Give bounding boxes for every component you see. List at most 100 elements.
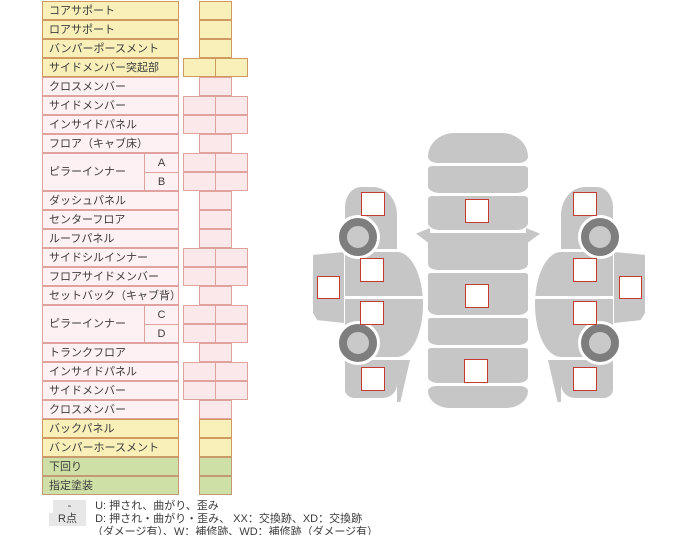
damage-grid-row [183, 20, 249, 39]
damage-entry-cell[interactable] [183, 362, 216, 381]
topview-roof-front-shape [428, 233, 528, 270]
damage-entry-cell[interactable] [215, 115, 248, 134]
damage-entry-cell[interactable] [199, 191, 232, 210]
rightview-divider-line [534, 296, 562, 299]
checkbox-right-sill-panel[interactable] [619, 276, 642, 299]
damage-entry-cell[interactable] [215, 96, 248, 115]
pillar-section-label: B [157, 176, 166, 188]
part-label: フロア（キャブ床） [49, 138, 148, 150]
part-label: クロスメンバー [49, 81, 126, 93]
checkbox-right-front-door[interactable] [573, 258, 597, 282]
damage-entry-cell[interactable] [215, 153, 248, 172]
damage-entry-cell[interactable] [199, 39, 232, 58]
checkbox-right-front-fender[interactable] [573, 192, 597, 216]
checkbox-left-sill-panel[interactable] [317, 276, 340, 299]
checkbox-right-rear-door[interactable] [573, 301, 597, 325]
part-row: サイドメンバー突起部 [42, 58, 179, 77]
rightview-roof-shape [535, 252, 562, 357]
damage-grid-row [183, 210, 249, 229]
damage-entry-cell[interactable] [183, 267, 216, 286]
checkbox-right-rear-fender[interactable] [573, 367, 597, 391]
legend-badge-dash: - [53, 499, 86, 513]
checkbox-topview-rear[interactable] [464, 359, 488, 383]
damage-entry-cell[interactable] [199, 457, 232, 476]
damage-entry-cell[interactable] [183, 153, 216, 172]
damage-entry-cell[interactable] [199, 286, 232, 305]
damage-entry-cell[interactable] [215, 305, 248, 324]
part-label: クロスメンバー [49, 404, 126, 416]
damage-grid-row [183, 362, 249, 381]
part-label: 下回り [49, 461, 82, 473]
damage-grid-row [183, 134, 249, 153]
checkbox-left-rear-fender[interactable] [361, 367, 385, 391]
damage-entry-cell[interactable] [183, 305, 216, 324]
wheel-left-front [339, 218, 377, 256]
damage-entry-cell[interactable] [183, 96, 216, 115]
checkbox-left-front-door[interactable] [360, 258, 384, 282]
damage-grid-row [183, 229, 249, 248]
legend-text-3: （ダメージ有）、W：補修跡、WD：補修跡（ダメージ有） [92, 526, 379, 535]
checkbox-left-front-fender[interactable] [361, 192, 385, 216]
damage-entry-cell[interactable] [215, 362, 248, 381]
damage-entry-cell[interactable] [199, 419, 232, 438]
damage-grid-row [183, 115, 249, 134]
damage-entry-cell[interactable] [199, 400, 232, 419]
damage-entry-cell[interactable] [199, 476, 232, 495]
part-row: サイドメンバー [42, 381, 179, 400]
damage-entry-cell[interactable] [215, 267, 248, 286]
damage-entry-cell[interactable] [199, 77, 232, 96]
damage-entry-cell[interactable] [215, 58, 248, 77]
legend-badge-rpoint: R点 [49, 512, 86, 526]
part-label: サイドシルインナー [49, 252, 148, 264]
part-row: 下回り [42, 457, 179, 476]
part-row: インサイドパネル [42, 115, 179, 134]
parts-label-column: コアサポート ロアサポート バンパーポースメント サイドメンバー突起部 クロスメンバーサ… [42, 1, 179, 495]
part-label: ロアサポート [49, 24, 115, 36]
damage-entry-cell[interactable] [183, 115, 216, 134]
damage-grid-row [183, 267, 249, 286]
damage-grid-row [183, 77, 249, 96]
part-row: バンパーポースメント [42, 39, 179, 58]
damage-entry-cell[interactable] [183, 248, 216, 267]
part-row: 指定塗装 [42, 476, 179, 495]
damage-entry-cell[interactable] [183, 172, 216, 191]
pillar-section-label: C [145, 306, 178, 325]
damage-grid-row [183, 476, 249, 495]
part-row: バンパーホースメント [42, 438, 179, 457]
checkbox-left-rear-door[interactable] [360, 301, 384, 325]
part-row: フロア（キャブ床） [42, 134, 179, 153]
damage-entry-cell[interactable] [199, 343, 232, 362]
damage-entry-cell[interactable] [183, 58, 216, 77]
part-row: センターフロア [42, 210, 179, 229]
damage-entry-cell[interactable] [199, 229, 232, 248]
part-row: コアサポート [42, 1, 179, 20]
damage-entry-cell[interactable] [215, 324, 248, 343]
damage-entry-cell[interactable] [215, 172, 248, 191]
damage-entry-cell[interactable] [215, 248, 248, 267]
checkbox-topview-front[interactable] [465, 199, 489, 223]
damage-entry-cell[interactable] [199, 210, 232, 229]
damage-entry-cell[interactable] [215, 381, 248, 400]
damage-entry-cell[interactable] [199, 20, 232, 39]
damage-grid-row [183, 457, 249, 476]
damage-entry-cell[interactable] [183, 324, 216, 343]
damage-entry-cell[interactable] [183, 381, 216, 400]
part-row: クロスメンバー [42, 400, 179, 419]
damage-entry-cell[interactable] [199, 1, 232, 20]
part-row: ピラーインナー C D [42, 305, 179, 343]
rightview-rear-pillar-shape [548, 360, 561, 402]
damage-grid-row [183, 324, 249, 343]
topview-rear-bumper-shape [428, 386, 528, 408]
part-label: バンパーホースメント [49, 442, 159, 454]
damage-entry-cell[interactable] [199, 134, 232, 153]
part-label: センターフロア [49, 214, 126, 226]
part-label: インサイドパネル [49, 119, 137, 131]
part-row: フロアサイドメンバー [42, 267, 179, 286]
legend-text-1: U: 押され、曲がり、歪み [95, 500, 219, 512]
damage-entry-cell[interactable] [199, 438, 232, 457]
checkbox-topview-center[interactable] [465, 284, 489, 308]
wheel-left-rear [339, 324, 377, 362]
